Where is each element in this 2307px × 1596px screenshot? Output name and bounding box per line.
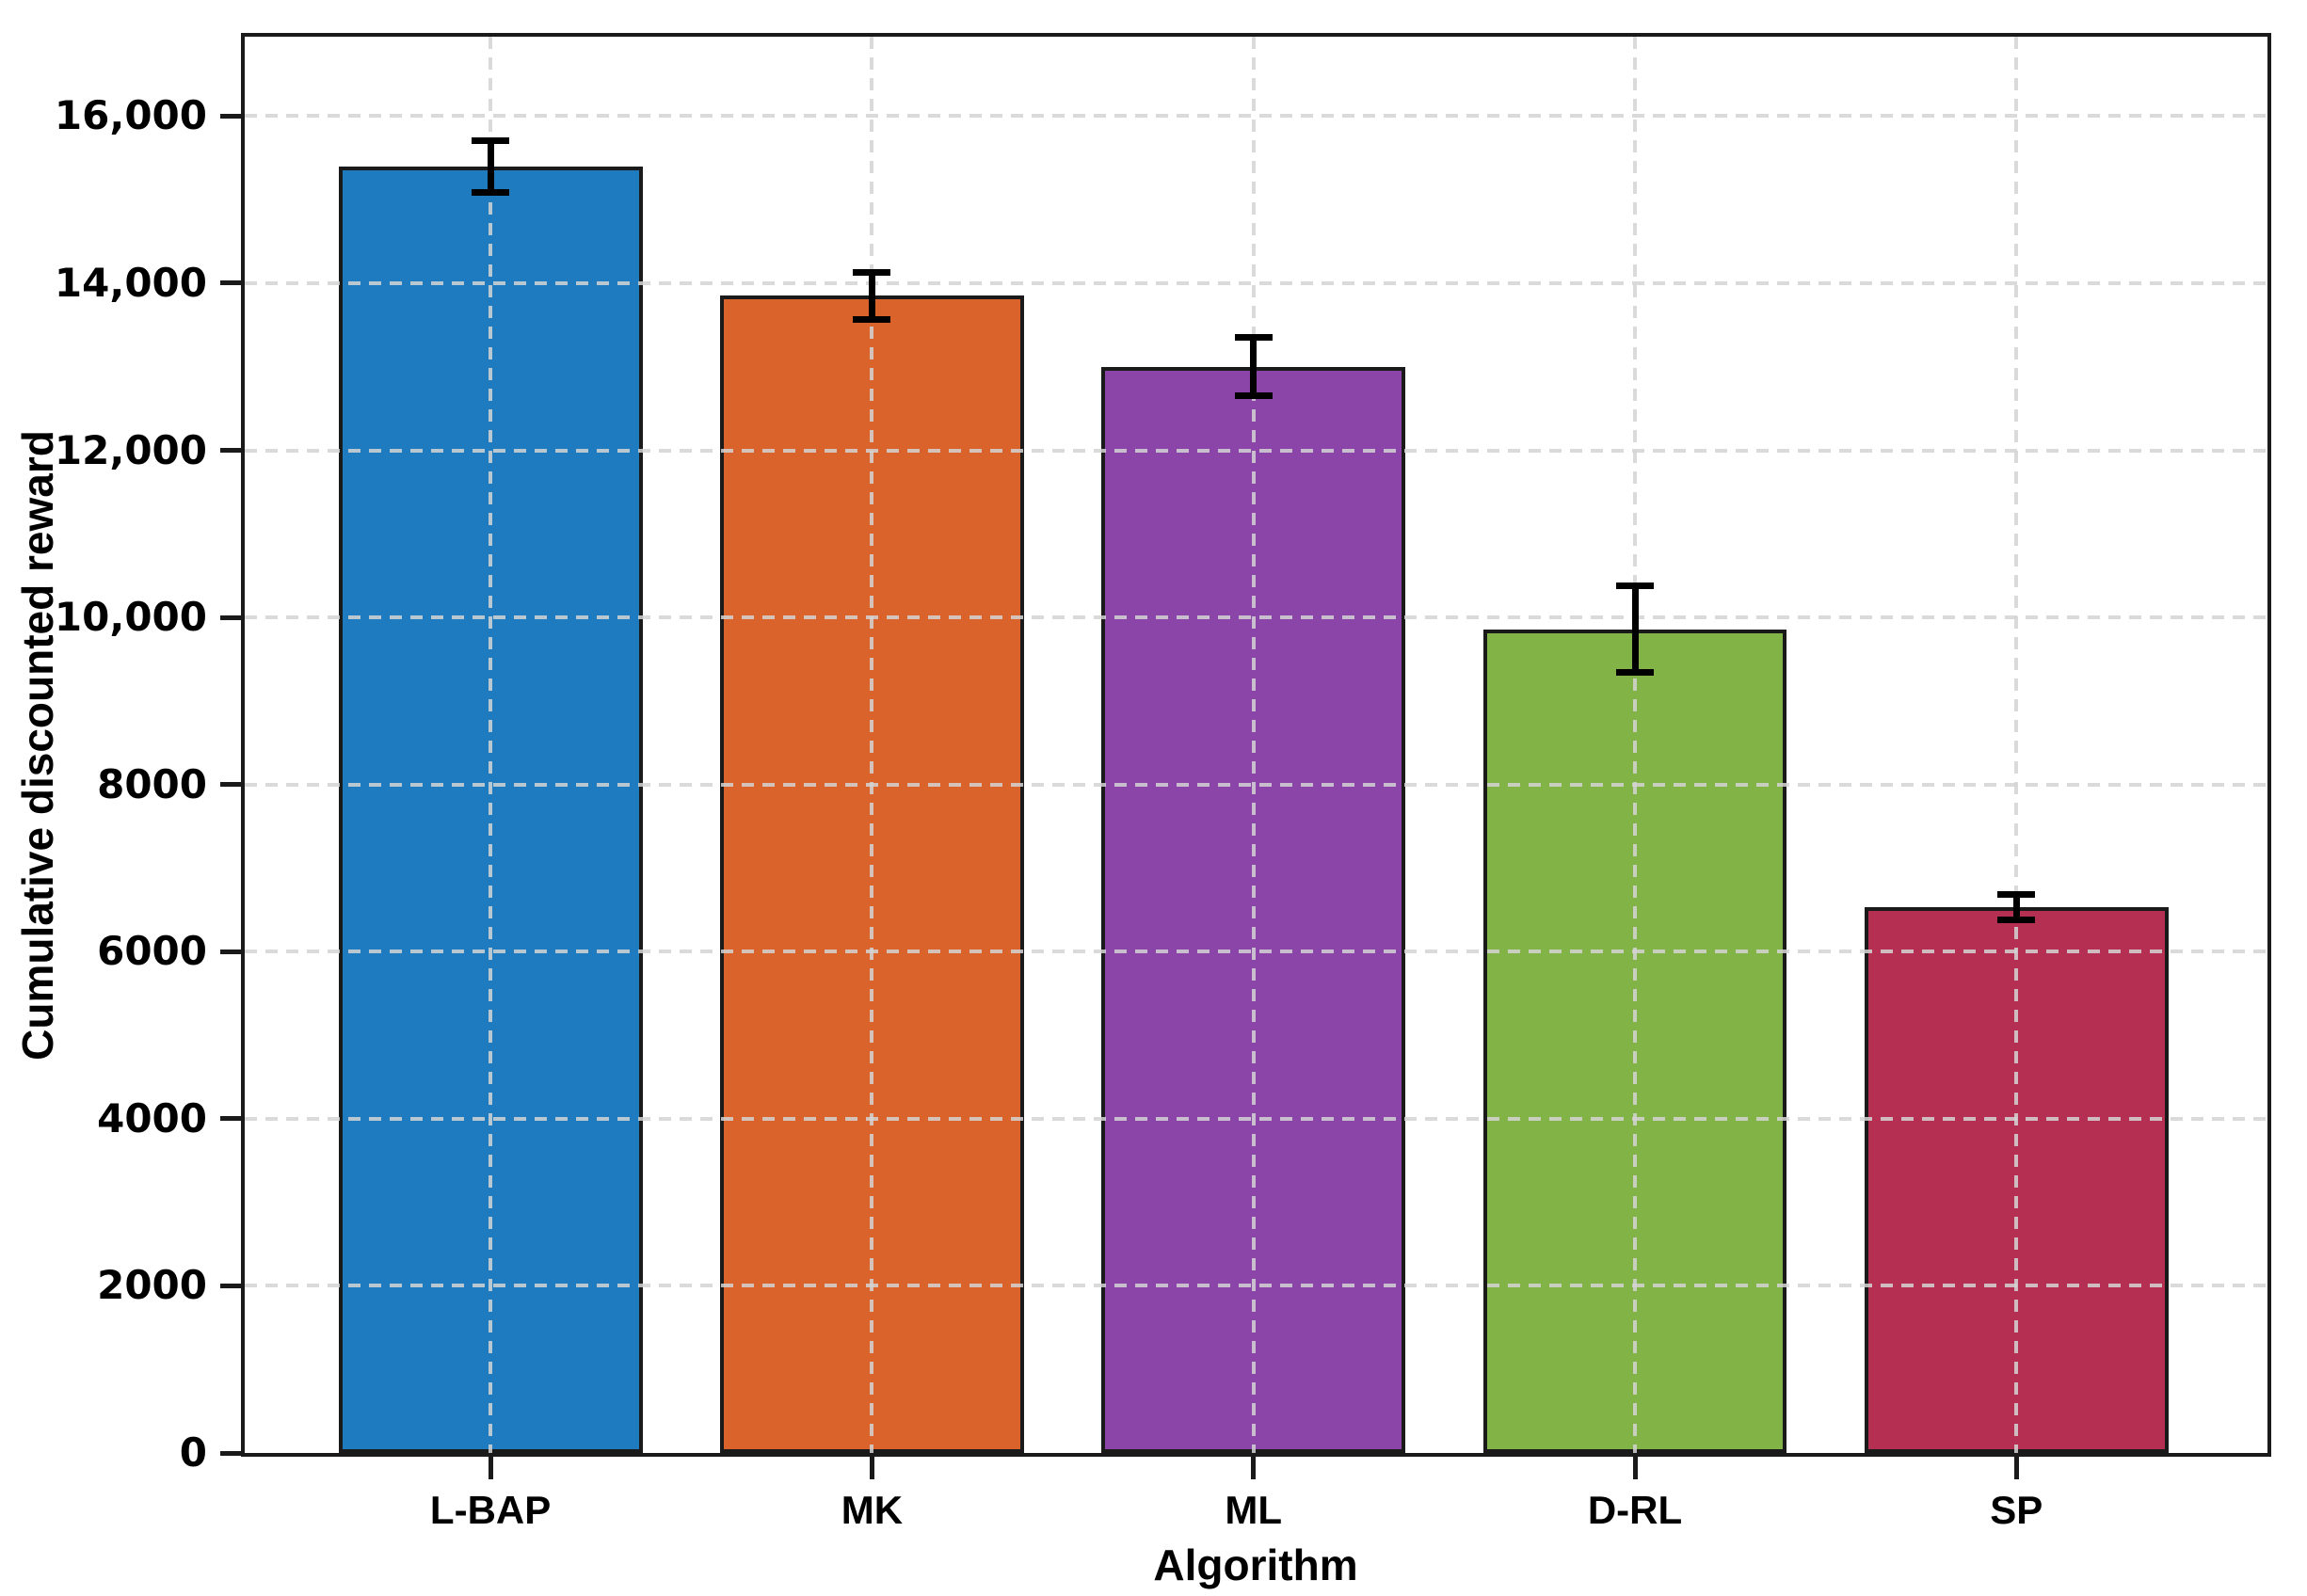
y-tick-mark (220, 1450, 241, 1456)
grid-line-horizontal (245, 1284, 2267, 1288)
y-tick-label: 6000 (97, 928, 207, 975)
error-bar-cap (1616, 582, 1654, 589)
grid-line-horizontal (245, 280, 2267, 285)
error-bar-cap (1997, 917, 2036, 924)
x-tick-label-L-BAP: L-BAP (429, 1488, 552, 1532)
y-tick-label: 0 (179, 1429, 207, 1476)
error-bar-cap (853, 315, 891, 323)
plot-area (241, 33, 2271, 1457)
error-bar-cap (1997, 890, 2036, 898)
grid-line-horizontal (245, 782, 2267, 787)
y-tick-mark (220, 448, 241, 453)
grid-line-horizontal (245, 1116, 2267, 1121)
grid-line-horizontal (245, 448, 2267, 453)
x-axis-label: Algorithm (1153, 1540, 1358, 1589)
y-tick-label: 16,000 (54, 92, 207, 139)
grid-line-horizontal (245, 950, 2267, 954)
error-bar-cap (472, 136, 510, 144)
y-tick-mark (220, 280, 241, 286)
error-bar-cap (853, 268, 891, 276)
x-tick-label-D-RL: D-RL (1587, 1488, 1683, 1532)
grid-line-horizontal (245, 114, 2267, 119)
grid-line-vertical (489, 37, 493, 1453)
y-tick-label: 8000 (97, 760, 207, 807)
x-tick-label-MK: MK (841, 1488, 904, 1532)
error-bar-cap (1616, 669, 1654, 677)
error-bar-stem (2012, 894, 2020, 920)
error-bar-stem (1631, 585, 1639, 673)
grid-layer (245, 37, 2267, 1453)
y-tick-label: 10,000 (54, 594, 207, 641)
x-tick-mark (1632, 1457, 1638, 1479)
x-tick-label-SP: SP (1990, 1488, 2043, 1532)
y-tick-mark (220, 614, 241, 620)
error-bar-stem (1250, 337, 1258, 396)
error-bar-stem (487, 140, 494, 193)
error-bar-cap (1234, 392, 1273, 400)
error-bars-layer (245, 37, 2267, 1453)
error-bar-cap (1234, 334, 1273, 342)
grid-line-vertical (870, 37, 874, 1453)
grid-line-vertical (1633, 37, 1637, 1453)
grid-line-vertical (1251, 37, 1256, 1453)
error-bar-cap (472, 188, 510, 196)
grid-line-horizontal (245, 615, 2267, 620)
grid-line-vertical (2014, 37, 2019, 1453)
y-tick-label: 12,000 (54, 426, 207, 473)
y-tick-mark (220, 1283, 241, 1288)
y-tick-label: 4000 (97, 1094, 207, 1141)
x-tick-mark (2013, 1457, 2019, 1479)
x-tick-mark (488, 1457, 493, 1479)
y-tick-mark (220, 949, 241, 954)
y-tick-label: 2000 (97, 1262, 207, 1309)
y-tick-mark (220, 782, 241, 788)
error-bar-stem (868, 272, 875, 320)
x-tick-mark (1251, 1457, 1257, 1479)
x-tick-mark (869, 1457, 874, 1479)
y-tick-label: 14,000 (54, 259, 207, 306)
y-tick-mark (220, 113, 241, 119)
x-tick-label-ML: ML (1225, 1488, 1283, 1532)
y-tick-mark (220, 1116, 241, 1122)
